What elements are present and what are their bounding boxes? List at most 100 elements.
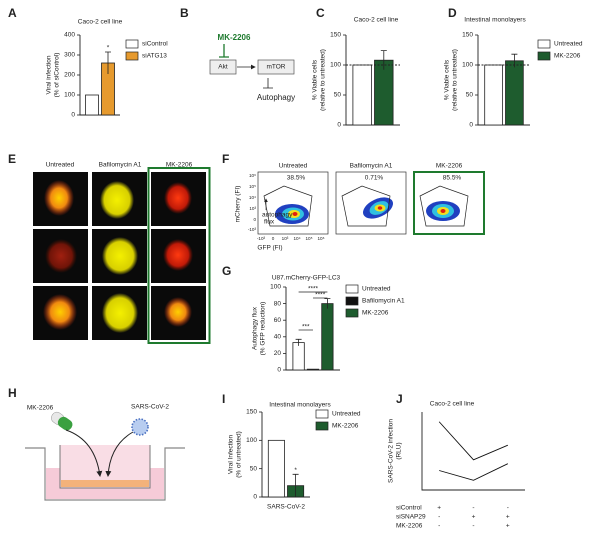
x-tick-label: -10³ <box>257 236 266 241</box>
annotation: flux <box>264 219 275 226</box>
arrow <box>105 431 134 477</box>
x-tick-label: 0 <box>272 236 275 241</box>
condition-sign: - <box>438 523 440 530</box>
y-tick-label: 0 <box>253 217 256 222</box>
x-tick-label: SARS-CoV-2 <box>267 504 305 511</box>
legend-swatch <box>315 409 329 419</box>
column-label: MK-2206 <box>436 163 463 170</box>
y-tick-label: -10³ <box>248 227 257 232</box>
cell <box>164 182 192 214</box>
y-axis-label: mCherry (FI) <box>235 186 242 223</box>
significance: *** <box>302 324 310 331</box>
error-bar <box>324 298 331 309</box>
y-tick-label: 100 <box>246 437 257 444</box>
arrow <box>65 429 103 477</box>
capsule-half <box>57 416 73 431</box>
pathway-diagram: MK-2206 Akt mTOR Autophagy <box>209 33 295 102</box>
node-label: mTOR <box>266 64 285 71</box>
y-axis-label: (% of siControl) <box>54 53 61 98</box>
cell <box>100 181 134 219</box>
y-tick-label: 150 <box>246 409 257 416</box>
inhibition <box>219 44 229 58</box>
bar <box>352 64 372 126</box>
legend-label: Untreated <box>362 286 391 293</box>
chart-title: Caco-2 cell line <box>354 17 399 24</box>
y-axis-label: (RLU) <box>396 442 403 459</box>
x-tick-label: 10⁴ <box>293 236 300 241</box>
column-label: MK-2206 <box>166 162 193 169</box>
y-axis-label: Autophagy flux <box>252 306 259 350</box>
panel-label: B <box>180 6 189 20</box>
legend-label: siATG13 <box>142 53 167 60</box>
y-tick-label: 10⁴ <box>249 195 256 200</box>
y-tick-label: 100 <box>330 62 341 69</box>
panel-label: F <box>222 152 229 166</box>
error-bar <box>105 51 111 74</box>
density <box>275 197 460 224</box>
y-tick-label: 10⁶ <box>249 173 256 178</box>
y-tick-label: 300 <box>64 52 75 59</box>
y-axis-label: (% GFP reduction) <box>260 302 267 356</box>
y-tick-label: 0 <box>253 494 257 501</box>
contour <box>377 206 383 210</box>
legend-swatch <box>537 51 551 61</box>
cell <box>44 180 74 216</box>
condition-label: siSNAP29 <box>396 514 426 521</box>
cell <box>43 294 77 330</box>
y-tick-label: 0 <box>469 122 473 129</box>
y-tick-label: 0 <box>277 367 281 374</box>
flow-plots: Untreated Bafilomycin A1 MK-2206 38.5% 0… <box>235 163 485 252</box>
legend-label: Untreated <box>554 41 583 48</box>
x-axis-label: GFP (FI) <box>257 245 282 252</box>
gate-percentage: 0.71% <box>365 175 384 182</box>
contour <box>440 209 446 213</box>
legend-label: siControl <box>142 41 168 48</box>
condition-sign: + <box>506 514 510 521</box>
significance: **** <box>315 292 326 299</box>
chart-title: Caco-2 cell line <box>78 19 123 26</box>
legend-swatch <box>125 39 139 49</box>
condition-sign: - <box>472 505 474 512</box>
condition-sign: + <box>506 523 510 530</box>
virus <box>131 418 149 436</box>
panel-label: D <box>448 6 457 20</box>
inhibition <box>263 78 273 89</box>
legend-label: Untreated <box>332 411 361 418</box>
legend-label: Bafilomycin A1 <box>362 298 405 305</box>
gate-percentage: 85.5% <box>443 175 462 182</box>
gate <box>263 185 313 227</box>
insert <box>59 445 151 489</box>
condition-sign: + <box>472 514 476 521</box>
bar <box>292 342 305 371</box>
y-axis-label: Viral Infection <box>228 434 235 474</box>
condition-sign: - <box>507 505 509 512</box>
node-label: Akt <box>218 64 228 71</box>
panel-label: E <box>8 152 16 166</box>
cell <box>102 293 138 333</box>
annotation: autophagy <box>262 212 293 219</box>
condition-label: siControl <box>396 505 422 512</box>
well <box>25 447 185 501</box>
error-bar <box>380 50 387 70</box>
y-tick-label: 80 <box>274 300 282 307</box>
legend-label: MK-2206 <box>332 423 359 430</box>
legend-swatch <box>125 51 139 61</box>
cell-layer <box>61 480 149 487</box>
gate <box>341 185 391 227</box>
condition-label: MK-2206 <box>396 523 423 530</box>
legend-swatch <box>537 39 551 49</box>
gate <box>419 185 469 227</box>
capsule <box>51 411 73 431</box>
error-bar <box>295 338 302 346</box>
chart-title: Intestinal monolayers <box>464 17 526 24</box>
condition-sign: - <box>438 514 440 521</box>
y-tick-label: 50 <box>334 92 342 99</box>
legend-swatch <box>345 296 359 306</box>
legend-swatch <box>345 308 359 318</box>
y-axis-label: (relative to untreated) <box>320 49 327 111</box>
legend-label: MK-2206 <box>554 53 581 60</box>
legend-swatch <box>315 421 329 431</box>
column-label: Untreated <box>46 162 75 169</box>
y-tick-label: 50 <box>250 465 258 472</box>
